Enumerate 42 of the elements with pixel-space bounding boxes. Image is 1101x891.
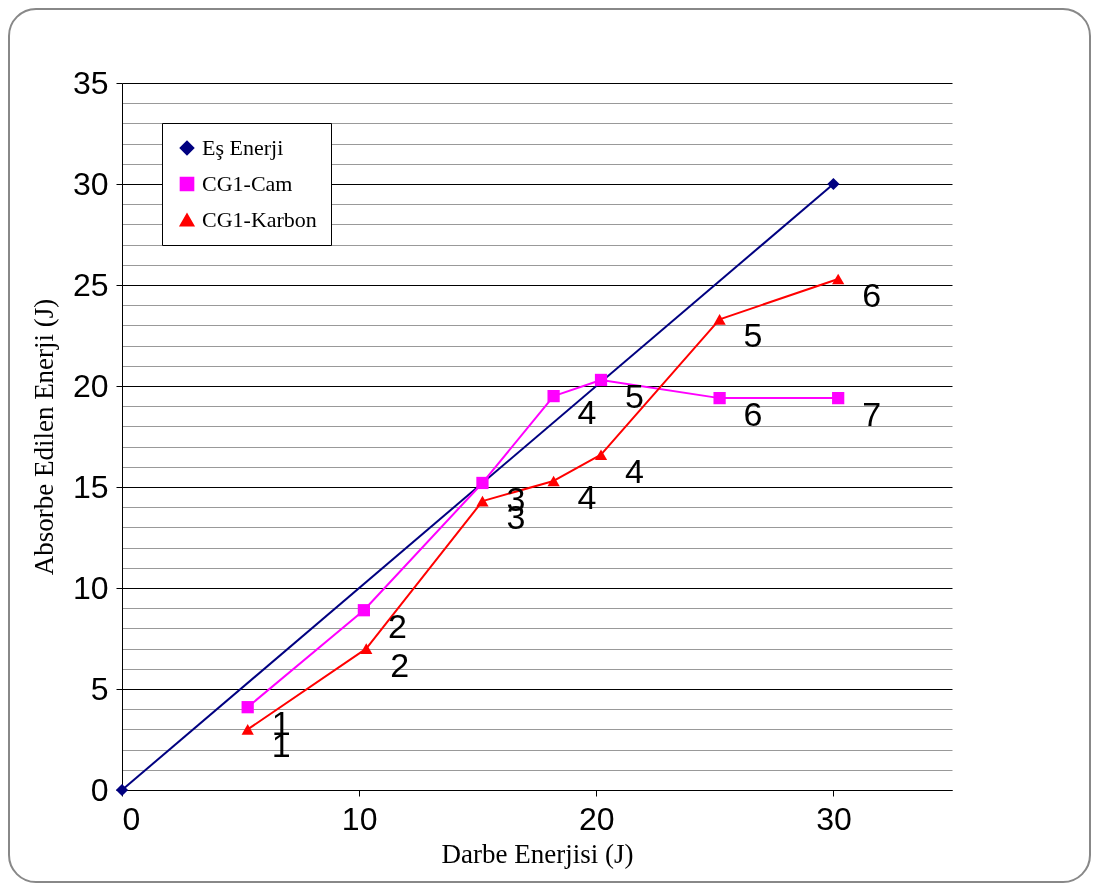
x-tick-label: 10 xyxy=(341,800,378,837)
y-tick-label: 10 xyxy=(72,569,109,606)
annotation: 5 xyxy=(743,316,763,355)
legend-label: CG1-Karbon xyxy=(202,207,317,232)
y-tick-label: 25 xyxy=(72,266,109,303)
annotation: 2 xyxy=(387,607,407,646)
point xyxy=(827,177,840,191)
x-axis-title: Darbe Enerjisi (J) xyxy=(441,838,634,869)
annotation: 6 xyxy=(743,395,763,434)
point xyxy=(832,273,845,285)
x-tick-label: 0 xyxy=(122,800,141,837)
annotation: 2 xyxy=(390,645,410,684)
y-tick-label: 15 xyxy=(72,468,109,505)
annotation: 4 xyxy=(577,393,597,432)
point xyxy=(713,314,726,325)
y-tick-label: 35 xyxy=(72,64,109,101)
y-tick-label: 5 xyxy=(90,670,109,707)
legend-label: CG1-Cam xyxy=(202,171,293,196)
annotation: 5 xyxy=(625,376,644,415)
point xyxy=(360,643,373,654)
point xyxy=(241,724,254,735)
point xyxy=(832,392,845,405)
y-axis-title: Absorbe Edilen Enerji (J) xyxy=(28,298,59,576)
point xyxy=(594,449,608,460)
y-tick-label: 20 xyxy=(72,367,109,404)
point xyxy=(713,392,726,405)
legend-label: Eş Enerji xyxy=(202,135,284,160)
x-tick-label: 20 xyxy=(578,800,615,837)
point xyxy=(476,476,489,490)
point xyxy=(547,475,560,487)
point xyxy=(241,701,254,714)
annotation: 4 xyxy=(577,477,597,516)
point xyxy=(594,373,608,387)
point xyxy=(357,604,371,617)
point xyxy=(476,495,489,507)
y-tick-label: 30 xyxy=(72,165,109,202)
point xyxy=(547,389,560,403)
annotation: 7 xyxy=(862,395,882,434)
y-tick-label: 0 xyxy=(90,771,109,808)
point xyxy=(115,783,129,797)
x-tick-label: 30 xyxy=(816,800,852,837)
annotation: 4 xyxy=(625,451,644,490)
